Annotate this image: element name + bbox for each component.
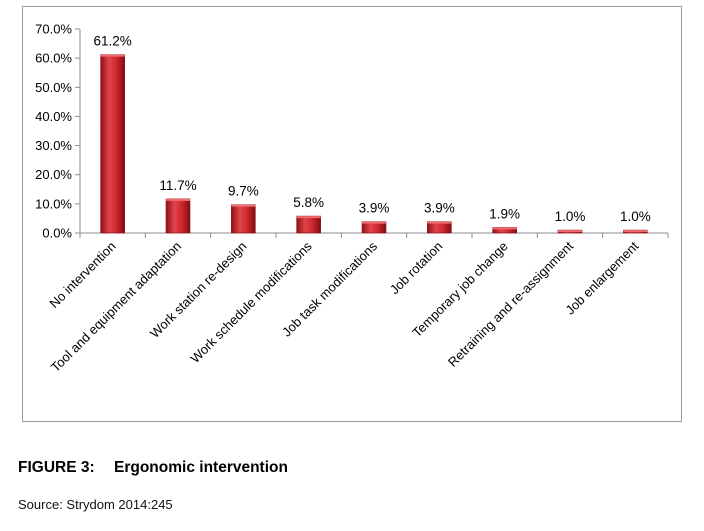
category-label: Tool and equipment adaptation xyxy=(48,239,184,375)
data-label: 61.2% xyxy=(94,34,132,49)
bar xyxy=(165,198,191,234)
bar xyxy=(100,54,125,234)
data-label: 1.0% xyxy=(620,209,651,224)
data-label: 9.7% xyxy=(228,184,259,199)
data-label: 11.7% xyxy=(159,178,196,193)
x-axis xyxy=(79,232,669,238)
y-tick-label: 40.0% xyxy=(35,109,72,124)
bar-cap xyxy=(623,230,648,233)
bar xyxy=(231,204,256,234)
category-label: Job rotation xyxy=(387,239,446,298)
y-tick-label: 70.0% xyxy=(35,22,72,37)
category-label: No intervention xyxy=(46,239,118,311)
data-label: 1.9% xyxy=(489,206,520,221)
bars xyxy=(100,54,648,234)
y-tick-label: 60.0% xyxy=(35,51,72,66)
category-label: Work schedule modifications xyxy=(187,238,315,366)
y-tick-label: 10.0% xyxy=(35,196,72,211)
bar xyxy=(296,215,321,234)
bar-cap xyxy=(100,54,125,57)
bar-cap xyxy=(296,216,321,219)
figure-title: Ergonomic intervention xyxy=(114,459,288,476)
bar-cap xyxy=(558,230,582,233)
bar-cap xyxy=(166,198,190,201)
y-tick-label: 30.0% xyxy=(35,138,72,153)
y-tick-label: 20.0% xyxy=(35,167,72,182)
y-axis: 0.0% 10.0% 20.0% 30.0% 40.0% 50.0% 60.0% 70.0% xyxy=(35,22,81,241)
source-note: Source: Strydom 2014:245 xyxy=(18,497,173,512)
data-label: 5.8% xyxy=(293,195,324,210)
category-label: Retraining and re-assignment xyxy=(445,238,576,369)
data-label: 3.9% xyxy=(359,201,390,216)
bar-cap xyxy=(231,204,256,207)
bar-chart: 0.0%10.0%20.0%30.0%40.0%50.0%60.0%70.0% … xyxy=(35,22,669,375)
bar-cap xyxy=(427,221,452,224)
bar-cap xyxy=(362,221,386,224)
figure-number: FIGURE 3: xyxy=(18,459,95,476)
data-labels: 61.2% 11.7% 9.7% 5.8% 3.9% 3.9% 1.9% 1.0% 1.0% xyxy=(94,34,651,224)
y-tick-label: 50.0% xyxy=(35,80,72,95)
chart-frame: 0.0% 10.0% 20.0% 30.0% 40.0% 50.0% 60.0% 70.0% … xyxy=(22,6,682,422)
data-label: 3.9% xyxy=(424,201,455,216)
data-label: 1.0% xyxy=(555,209,586,224)
figure-caption: FIGURE 3: Ergonomic intervention xyxy=(18,459,288,477)
bar-cap xyxy=(492,227,517,230)
y-tick-label: 0.0% xyxy=(42,226,72,241)
